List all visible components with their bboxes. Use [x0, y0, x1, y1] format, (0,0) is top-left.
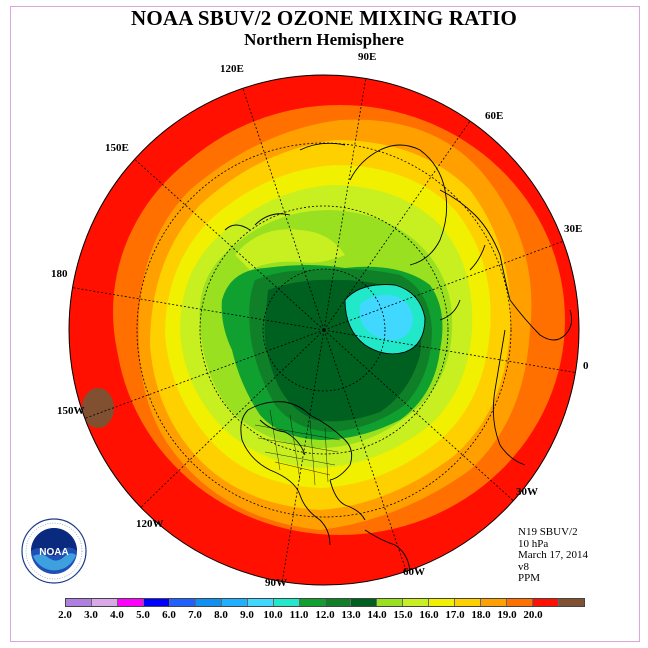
color-scale-tick-label: 15.0 [393, 609, 413, 621]
color-swatch [221, 599, 248, 606]
figure-subtitle: Northern Hemisphere [244, 30, 404, 49]
map-boundary [68, 74, 580, 586]
color-swatch [559, 599, 585, 606]
color-swatch [247, 599, 274, 606]
logo-text: NOAA [39, 547, 68, 558]
units-label: PPM [518, 572, 541, 584]
graticule [69, 75, 579, 585]
pressure-level-label: 10 hPa [518, 537, 549, 550]
color-swatch [351, 599, 378, 606]
color-swatch [481, 599, 508, 606]
coastlines [224, 142, 573, 576]
color-scale-tick-label: 2.0 [58, 609, 72, 621]
color-scale-tick-label: 4.0 [110, 609, 124, 621]
color-scale-tick-label: 16.0 [419, 609, 439, 621]
color-swatch [91, 599, 118, 606]
lon-label-90e: 90E [358, 51, 377, 63]
color-swatch [429, 599, 456, 606]
color-scale-tick-label: 19.0 [497, 609, 517, 621]
lon-label-180: 180 [51, 268, 68, 280]
date-label: March 17, 2014 [518, 549, 588, 561]
color-swatch [143, 599, 170, 606]
color-swatch [455, 599, 482, 606]
color-swatch [299, 599, 326, 606]
color-swatch [117, 599, 144, 606]
color-swatch [195, 599, 222, 606]
color-scale-bar [65, 598, 585, 607]
color-swatch [66, 599, 92, 606]
color-scale-tick-label: 8.0 [214, 609, 228, 621]
color-swatch [403, 599, 430, 606]
color-swatch [273, 599, 300, 606]
color-scale-tick-label: 5.0 [136, 609, 150, 621]
lon-label-120w: 120W [136, 518, 164, 530]
color-scale-tick-label: 3.0 [84, 609, 98, 621]
lon-label-150w: 150W [57, 405, 85, 417]
lon-label-150e: 150E [105, 142, 129, 154]
color-swatch [169, 599, 196, 606]
state-borders [254, 409, 341, 486]
color-swatch [533, 599, 560, 606]
color-scale-tick-label: 13.0 [341, 609, 361, 621]
lon-label-30w: 30W [516, 486, 538, 498]
color-scale-tick-label: 14.0 [367, 609, 387, 621]
noaa-logo: NOAA [21, 518, 87, 584]
color-scale-tick-label: 10.0 [263, 609, 283, 621]
color-scale-tick-label: 9.0 [240, 609, 254, 621]
color-scale-tick-label: 17.0 [445, 609, 465, 621]
lon-label-60e: 60E [485, 110, 504, 122]
color-scale-tick-label: 7.0 [188, 609, 202, 621]
lon-label-60w: 60W [403, 566, 425, 578]
satellite-label: N19 SBUV/2 [518, 526, 578, 538]
lon-label-30e: 30E [564, 223, 583, 235]
color-swatch [325, 599, 352, 606]
color-swatch [377, 599, 404, 606]
data-info-block: N19 SBUV/2 10 hPa March 17, 2014 v8 PPM [518, 526, 588, 585]
lon-label-0: 0 [583, 360, 589, 372]
figure-border [10, 6, 640, 642]
color-scale-tick-label: 6.0 [162, 609, 176, 621]
color-scale-tick-label: 18.0 [471, 609, 491, 621]
color-scale-tick-label: 20.0 [523, 609, 543, 621]
color-swatch [507, 599, 534, 606]
lon-label-120e: 120E [220, 63, 244, 75]
version-label: v8 [518, 560, 529, 573]
color-scale-tick-label: 12.0 [315, 609, 335, 621]
color-scale-tick-label: 11.0 [289, 609, 309, 621]
figure-title: NOAA SBUV/2 OZONE MIXING RATIO [131, 6, 517, 30]
lon-label-90w: 90W [265, 577, 287, 589]
